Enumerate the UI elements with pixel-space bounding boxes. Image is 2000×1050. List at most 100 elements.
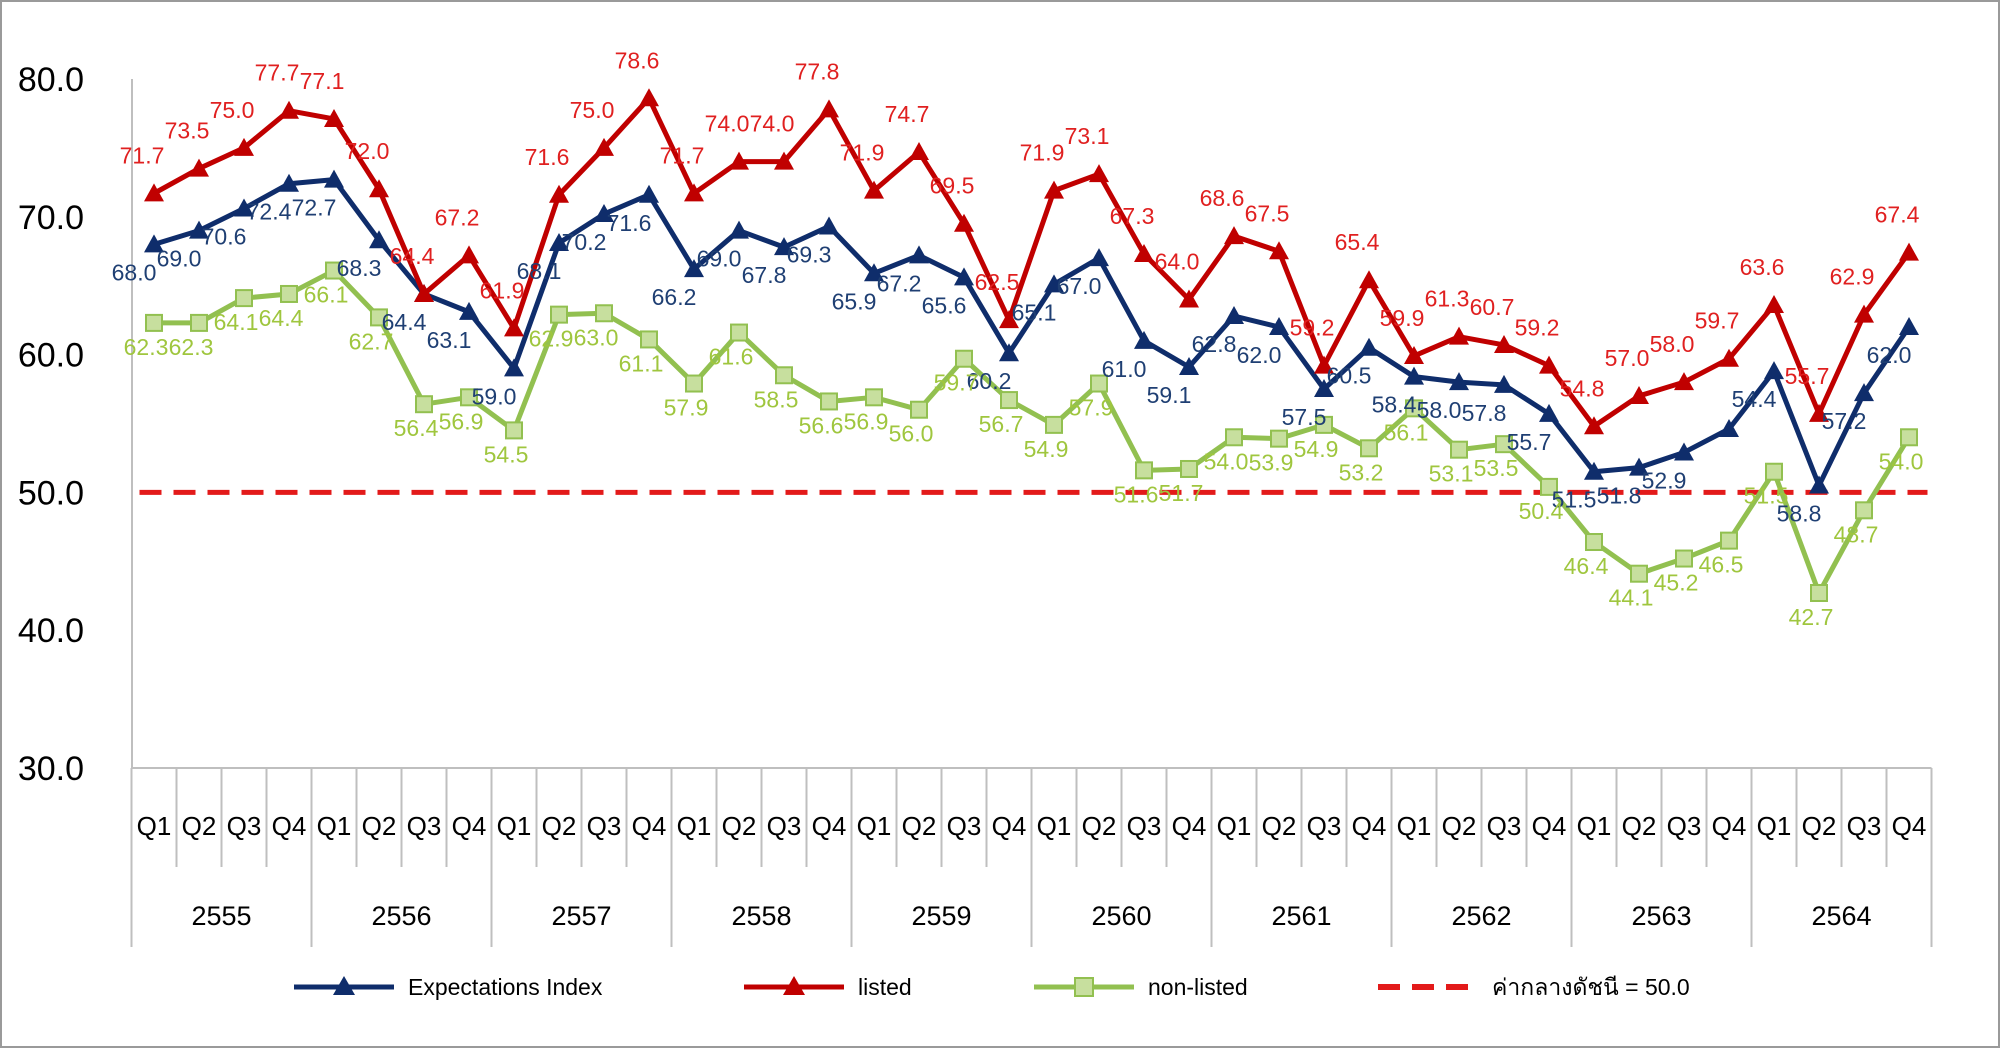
legend: Expectations Index listed non-listed ค่ากลา… (294, 974, 1690, 1000)
year-label: 2558 (731, 901, 791, 931)
listed-point (504, 318, 524, 337)
listed-point (144, 183, 164, 202)
listed-data-label: 67.2 (435, 204, 480, 230)
non-listed-data-label: 64.1 (214, 309, 259, 335)
expectations-index-data-label: 58.4 (1372, 392, 1417, 418)
x-tick-label: Q4 (1352, 811, 1387, 841)
non-listed-point (730, 323, 748, 342)
listed-point (1584, 416, 1604, 435)
listed-data-label: 64.0 (1155, 248, 1200, 274)
x-tick-label: Q4 (1532, 811, 1567, 841)
legend-label-expectations-index: Expectations Index (408, 974, 603, 1000)
expectations-index-point (189, 220, 209, 239)
listed-data-label: 71.9 (840, 140, 885, 166)
non-listed-point (1675, 549, 1693, 568)
x-tick-label: Q2 (1802, 811, 1837, 841)
listed-point (1809, 403, 1829, 422)
expectations-index-data-label: 55.7 (1507, 429, 1552, 455)
listed-point (729, 151, 749, 170)
series-layer (144, 88, 1919, 602)
year-label: 2559 (911, 901, 971, 931)
y-tick-label: 80.0 (18, 61, 84, 99)
x-tick-label: Q4 (272, 811, 307, 841)
non-listed-data-label: 54.9 (1024, 436, 1069, 462)
expectations-index-data-label: 68.0 (112, 259, 157, 285)
expectations-index-data-label: 57.8 (1462, 400, 1507, 426)
non-listed-point (1000, 391, 1018, 410)
listed-data-label: 64.4 (390, 243, 435, 269)
listed-point (279, 100, 299, 119)
listed-data-label: 71.7 (120, 142, 165, 168)
non-listed-data-label: 61.1 (619, 350, 664, 376)
listed-data-label: 61.3 (1425, 286, 1470, 312)
listed-point (909, 142, 929, 161)
listed-data-label: 74.0 (705, 111, 750, 137)
expectations-index-data-label: 60.2 (967, 368, 1012, 394)
expectations-index-point (684, 259, 704, 278)
non-listed-point (370, 308, 388, 327)
expectations-index-data-label: 67.0 (1057, 273, 1102, 299)
legend-marker-expectations-index (333, 976, 355, 995)
x-tick-label: Q3 (227, 811, 262, 841)
expectations-index-point (1539, 403, 1559, 422)
expectations-index-point (909, 245, 929, 264)
listed-data-label: 72.0 (345, 138, 390, 164)
x-tick-label: Q3 (1487, 811, 1522, 841)
listed-point (684, 183, 704, 202)
listed-data-label: 59.9 (1380, 305, 1425, 331)
expectations-index-data-label: 51.8 (1597, 483, 1642, 509)
non-listed-point (1225, 428, 1243, 447)
non-listed-data-label: 63.0 (574, 324, 619, 350)
listed-data-label: 59.7 (1695, 308, 1740, 334)
non-listed-data-label: 64.4 (259, 305, 304, 331)
non-listed-data-label: 57.9 (1069, 395, 1114, 421)
x-tick-label: Q4 (632, 811, 667, 841)
non-listed-data-label: 50.4 (1519, 498, 1564, 524)
non-listed-data-label: 62.3 (124, 334, 169, 360)
listed-point (1719, 348, 1739, 367)
listed-data-label: 71.9 (1020, 140, 1065, 166)
expectations-index-data-label: 72.4 (247, 199, 292, 225)
non-listed-point (190, 313, 208, 332)
non-listed-point (1045, 415, 1063, 434)
expectations-index-point (1674, 442, 1694, 461)
non-listed-point (1450, 440, 1468, 459)
non-listed-point (910, 400, 928, 419)
non-listed-data-label: 53.9 (1249, 450, 1294, 476)
x-tick-label: Q4 (812, 811, 847, 841)
x-tick-label: Q4 (1892, 811, 1927, 841)
x-tick-label: Q2 (362, 811, 397, 841)
non-listed-data-label: 46.4 (1564, 553, 1609, 579)
expectations-index-data-label: 68.3 (337, 255, 382, 281)
listed-data-label: 77.1 (300, 68, 345, 94)
expectations-index-point (324, 169, 344, 188)
non-listed-data-label: 51.7 (1159, 480, 1204, 506)
non-listed-point (685, 374, 703, 393)
expectations-index-point (279, 173, 299, 192)
non-listed-data-label: 58.5 (754, 386, 799, 412)
expectations-index-data-label: 58.8 (1777, 501, 1822, 527)
non-listed-data-label: 42.7 (1789, 604, 1834, 630)
non-listed-data-label: 62.9 (529, 326, 574, 352)
non-listed-point (1090, 374, 1108, 393)
listed-data-label: 59.2 (1515, 315, 1560, 341)
non-listed-point (1540, 477, 1558, 496)
non-listed-data-label: 54.9 (1294, 436, 1339, 462)
expectations-index-data-label: 65.1 (1012, 299, 1057, 325)
non-listed-point (820, 392, 838, 411)
listed-data-label: 54.8 (1560, 375, 1605, 401)
non-listed-data-label: 48.7 (1834, 521, 1879, 547)
x-tick-label: Q2 (722, 811, 757, 841)
listed-data-label: 55.7 (1785, 363, 1830, 389)
non-listed-data-label: 62.3 (169, 334, 214, 360)
x-tick-label: Q1 (857, 811, 892, 841)
expectations-index-point (1134, 330, 1154, 349)
listed-data-label: 67.5 (1245, 200, 1290, 226)
expectations-index-point (549, 232, 569, 251)
listed-point (1269, 241, 1289, 260)
expectations-index-data-label: 58.0 (1417, 397, 1462, 423)
expectations-index-point (144, 234, 164, 253)
listed-point (324, 108, 344, 127)
listed-data-label: 61.9 (480, 277, 525, 303)
